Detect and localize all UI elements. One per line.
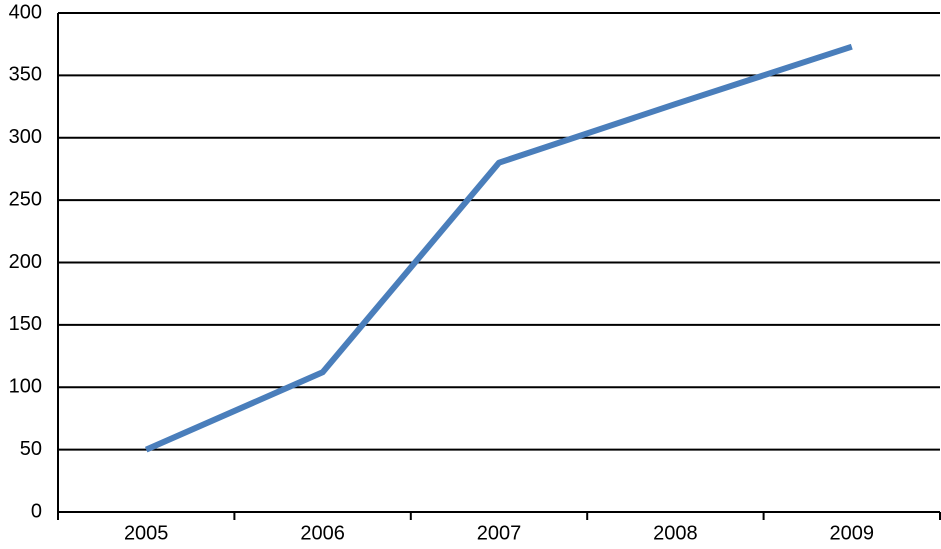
data-line — [144, 43, 853, 453]
y-tick-label: 0 — [31, 500, 42, 522]
y-tick-label: 250 — [9, 188, 42, 210]
x-tick-label: 2007 — [477, 522, 522, 544]
y-tick-label: 400 — [9, 1, 42, 23]
y-tick-label: 150 — [9, 313, 42, 335]
y-tick-label: 350 — [9, 64, 42, 86]
y-tick-label: 50 — [20, 438, 42, 460]
y-tick-label: 200 — [9, 251, 42, 273]
x-tick-label: 2008 — [653, 522, 698, 544]
y-tick-label: 300 — [9, 126, 42, 148]
x-tick-label: 2009 — [830, 522, 875, 544]
x-tick-label: 2005 — [124, 522, 169, 544]
y-tick-label: 100 — [9, 376, 42, 398]
x-tick-label: 2006 — [300, 522, 345, 544]
